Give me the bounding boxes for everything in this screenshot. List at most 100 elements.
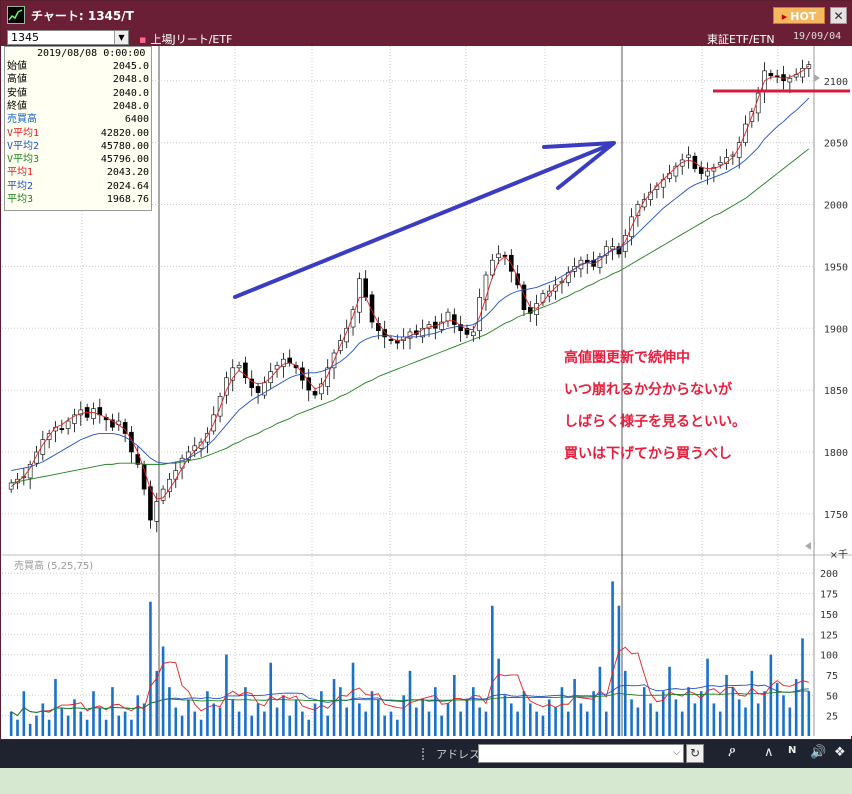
info-value: 2048.0 — [112, 100, 149, 112]
info-value: 2045.0 — [112, 61, 149, 72]
volume-bar — [155, 670, 159, 736]
volume-bar — [168, 687, 171, 736]
volume-bar — [60, 707, 64, 736]
candle-body — [40, 439, 46, 455]
info-row: 終値 2048.0 — [7, 100, 151, 113]
volume-bar — [250, 715, 254, 736]
volume-unit-label: ×千 — [830, 549, 848, 561]
desktop-strip — [0, 768, 852, 794]
candle-body — [698, 167, 704, 174]
volume-tick-label: 200 — [820, 569, 838, 580]
current-date: 19/09/04 — [793, 31, 842, 42]
price-tick-label: 1750 — [824, 510, 848, 521]
volume-bar — [212, 703, 216, 736]
price-tick-label: 2000 — [824, 201, 848, 212]
volume-bar — [22, 691, 26, 736]
candle-body — [230, 367, 236, 381]
price-ma3-line — [11, 148, 810, 484]
candle-body — [496, 253, 501, 259]
candle-body — [597, 256, 603, 268]
volume-bar — [237, 711, 241, 736]
candle-body — [768, 73, 774, 77]
volume-bar — [573, 679, 576, 736]
volume-bar — [611, 581, 614, 736]
volume-bar — [668, 666, 671, 736]
stock-code-select[interactable]: 1345 ▼ — [7, 30, 129, 45]
annotation-line-3: しばらく様子を見るといい。 — [564, 414, 746, 430]
volume-bar — [47, 719, 51, 736]
volume-bar — [699, 691, 703, 736]
info-value: 1968.76 — [106, 194, 149, 205]
candle-body — [464, 327, 470, 335]
info-row: V平均3 45796.00 — [7, 153, 151, 166]
candle-body — [705, 170, 710, 177]
volume-bar — [136, 695, 140, 736]
candle-body — [274, 365, 280, 370]
volume-bar — [161, 646, 165, 736]
info-row: 平均2 2024.64 — [7, 180, 151, 193]
candle-body — [110, 419, 115, 428]
volume-bar — [617, 605, 621, 736]
candle-body — [369, 294, 375, 323]
candle-body — [281, 358, 286, 367]
volume-bar — [706, 658, 709, 736]
volume-bar — [123, 711, 127, 736]
candle-body — [806, 64, 812, 69]
close-button[interactable]: ✕ — [830, 7, 847, 24]
volume-bar — [370, 691, 374, 736]
candle-body — [236, 365, 242, 369]
chevron-down-icon[interactable]: ⌵ — [673, 748, 680, 758]
info-value: 2040.0 — [112, 87, 149, 99]
candle-body — [673, 165, 679, 177]
volume-bar — [566, 711, 570, 736]
info-label: 平均2 — [7, 180, 34, 192]
volume-bar — [661, 691, 665, 736]
volume-bar — [16, 719, 19, 736]
volume-bar — [339, 687, 342, 736]
people-icon[interactable]: ዖ — [728, 745, 736, 760]
refresh-button[interactable]: ↻ — [686, 744, 704, 763]
volume-bar — [358, 703, 361, 736]
hot-button[interactable]: ▸ HOT — [773, 7, 825, 24]
volume-bar — [402, 695, 405, 736]
volume-bar — [440, 715, 443, 736]
candle-body — [521, 284, 527, 310]
network-icon[interactable]: N — [788, 745, 797, 756]
volume-bar — [28, 723, 32, 736]
candle-body — [471, 331, 476, 336]
volume-bar — [9, 711, 13, 736]
volume-bar — [516, 711, 519, 736]
volume-bar — [782, 695, 785, 736]
info-row: 高値 2048.0 — [7, 73, 151, 86]
volume-bar — [301, 711, 304, 736]
volume-bar — [415, 707, 418, 736]
candle-body — [319, 383, 324, 395]
volume-bar — [636, 707, 640, 736]
candle-body — [787, 77, 793, 83]
volume-tick-label: 175 — [820, 590, 838, 601]
candle-body — [91, 408, 96, 419]
info-label: 安値 — [7, 87, 27, 99]
taskbar: アドレス ⌵ ↻ ዖ ∧ N 🔊 ❖ — [0, 740, 852, 768]
volume-bar — [687, 687, 690, 736]
volume-bar — [585, 711, 589, 736]
stock-code-value: 1345 — [11, 31, 39, 44]
volume-bar — [193, 711, 197, 736]
candle-body — [445, 311, 451, 322]
candle-body — [382, 329, 387, 338]
volume-bar — [788, 707, 792, 736]
volume-bar — [73, 699, 76, 736]
dropbox-icon[interactable]: ❖ — [834, 745, 846, 760]
volume-tick-label: 50 — [826, 691, 838, 702]
speaker-icon[interactable]: 🔊 — [810, 745, 827, 760]
volume-bar — [674, 699, 678, 736]
chevron-down-icon[interactable]: ▼ — [114, 31, 128, 44]
volume-bar — [85, 719, 89, 736]
candle-body — [255, 386, 261, 393]
candle-body — [59, 428, 65, 431]
chevron-up-icon[interactable]: ∧ — [764, 745, 774, 760]
volume-bar — [377, 699, 380, 736]
title-bar[interactable]: チャート: 1345/T ▸ HOT ✕ — [1, 1, 851, 29]
candle-body — [458, 324, 463, 332]
address-input[interactable]: ⌵ — [478, 744, 684, 763]
